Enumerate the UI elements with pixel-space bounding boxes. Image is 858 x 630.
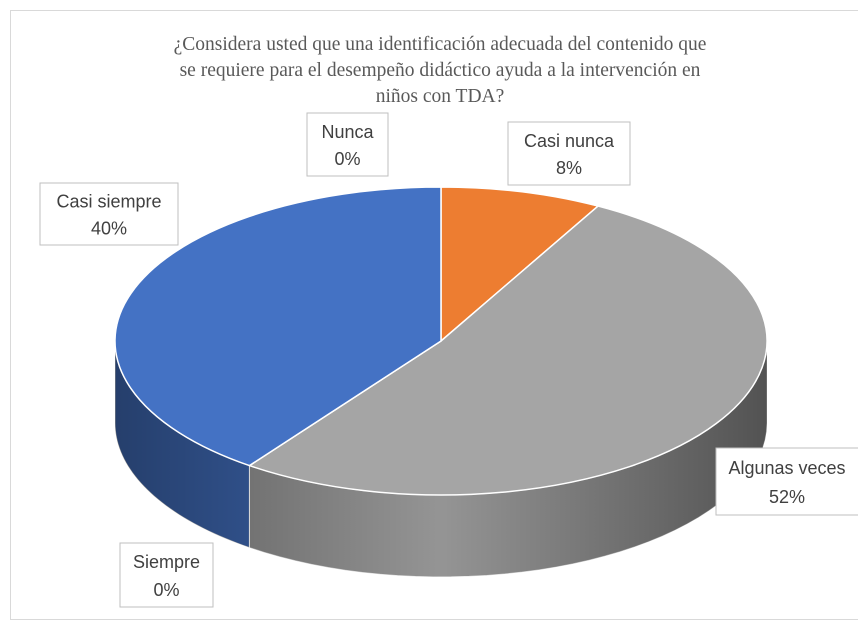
data-label-box bbox=[715, 447, 858, 516]
slice bbox=[440, 186, 599, 342]
data-label-value: 52% bbox=[769, 487, 805, 507]
slice-side-shade bbox=[249, 341, 767, 577]
slice bbox=[248, 205, 768, 496]
slice bbox=[114, 186, 442, 467]
data-label-value: 0% bbox=[334, 149, 360, 169]
chart-title: ¿Considera usted que una identificación … bbox=[173, 34, 707, 107]
data-label-box bbox=[306, 112, 389, 177]
data-label-value: 8% bbox=[556, 158, 582, 178]
data-label-category: Casi nunca bbox=[524, 131, 615, 151]
data-label-box bbox=[507, 121, 631, 186]
data-label-category: Casi siempre bbox=[56, 192, 161, 212]
data-label-category: Algunas veces bbox=[728, 458, 845, 478]
data-label-value: 0% bbox=[153, 580, 179, 600]
data-label-category: Siempre bbox=[133, 552, 200, 572]
data-label-category: Nunca bbox=[321, 122, 374, 142]
data-label-value: 40% bbox=[91, 218, 127, 238]
data-label-box bbox=[39, 182, 179, 246]
data-label-box bbox=[119, 542, 214, 608]
slice-side-shade bbox=[115, 341, 250, 548]
chart-frame bbox=[10, 10, 858, 620]
